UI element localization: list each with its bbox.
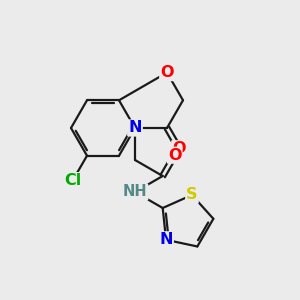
Text: O: O (172, 141, 186, 156)
Text: NH: NH (123, 184, 147, 200)
Text: N: N (128, 121, 142, 136)
Text: N: N (159, 232, 173, 247)
Text: O: O (160, 65, 174, 80)
Text: S: S (186, 188, 198, 202)
Text: Cl: Cl (64, 173, 81, 188)
Text: O: O (168, 148, 182, 163)
